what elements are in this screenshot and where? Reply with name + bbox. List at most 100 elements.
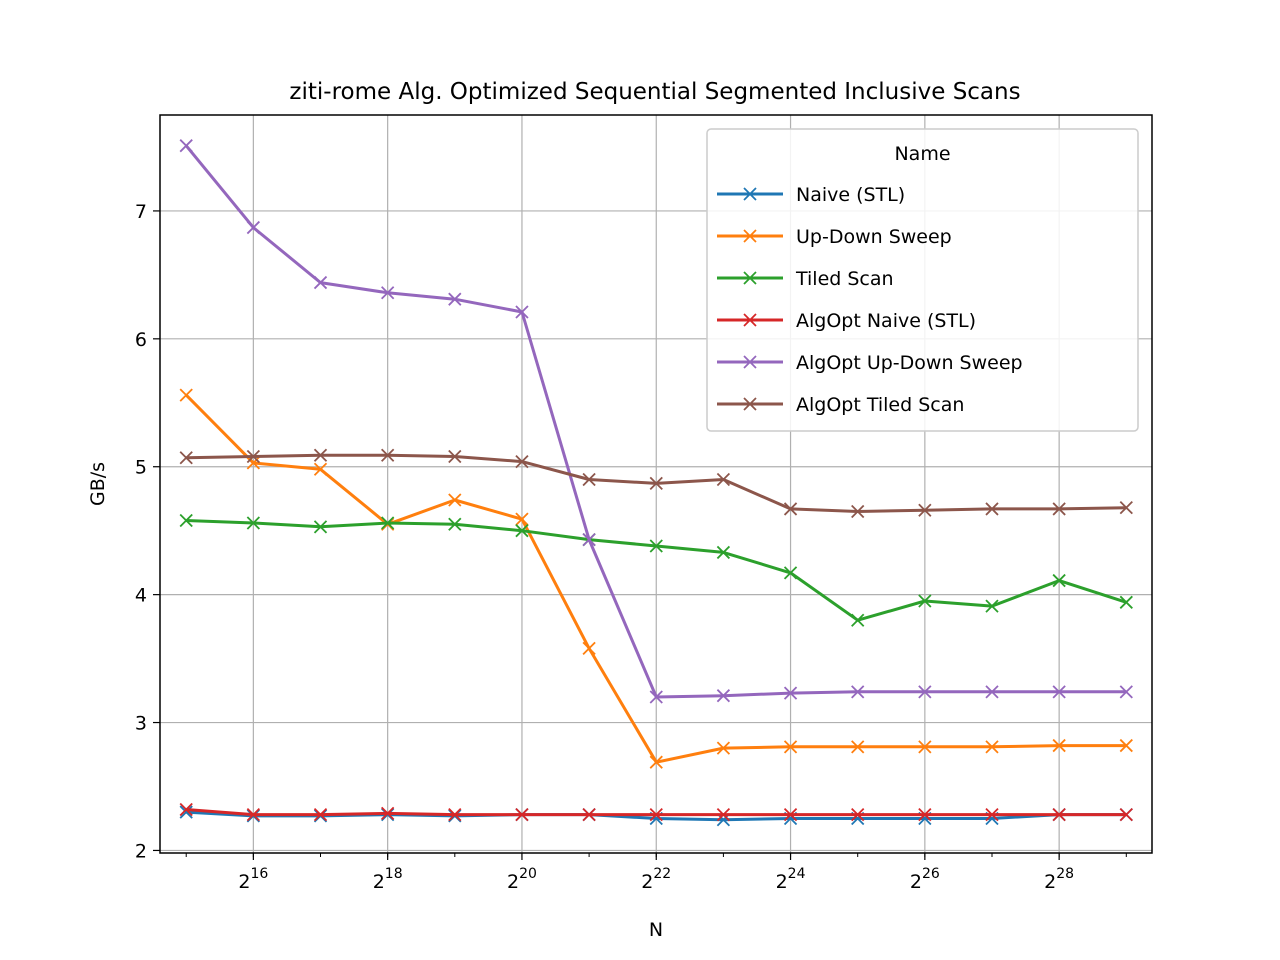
x-axis: 216 218 220 222 224 226 228 [185,853,1127,893]
series-algopt-up-down-sweep [179,139,1133,704]
y-tick-label: 5 [135,457,147,479]
legend-marker [743,229,757,243]
data-point [985,740,999,754]
data-point [179,805,193,819]
data-point [783,566,798,580]
legend-box [706,128,1139,432]
data-point [918,740,932,754]
data-point [1119,501,1133,515]
legend-marker [743,187,757,201]
x-tick-label: 216 [238,866,268,893]
data-point [246,456,260,470]
data-point [985,685,999,699]
y-tick-label: 6 [135,329,147,351]
legend-item: AlgOpt Tiled Scan [717,394,964,416]
data-point [985,599,999,613]
data-point [179,513,193,528]
data-point [179,388,193,402]
legend-marker [743,271,757,285]
legend-label: Naive (STL) [796,184,905,206]
data-point [918,594,932,608]
data-point [716,689,731,703]
data-point [851,685,865,699]
data-point [918,685,932,699]
data-point [649,807,663,822]
data-point [985,502,999,516]
data-point [582,472,596,487]
legend-label: AlgOpt Naive (STL) [796,310,976,332]
legend-marker [743,397,757,411]
legend: Name Naive (STL) Up-Down Sweep Tiled Scan Al… [706,128,1139,432]
grid [160,115,1152,853]
data-point [448,807,462,822]
y-tick-label: 4 [135,585,147,607]
legend-title: Name [894,143,950,165]
y-tick-label: 3 [135,713,147,735]
data-point [1052,573,1066,588]
data-point [582,641,596,655]
legend-item: Up-Down Sweep [717,226,952,248]
legend-marker [743,355,757,369]
data-point [313,807,328,822]
legend-item: AlgOpt Up-Down Sweep [717,352,1023,374]
data-point [313,520,328,534]
data-point [246,449,260,464]
data-point [246,516,260,530]
x-tick-label: 224 [776,866,806,893]
data-point [851,807,865,822]
data-point [783,807,798,822]
legend-label: Up-Down Sweep [796,226,952,248]
data-point [448,493,462,507]
data-point [313,448,328,462]
data-point [985,807,999,822]
data-point [649,476,663,490]
data-point [381,806,395,820]
data-point [1119,738,1133,753]
x-tick-label: 218 [373,866,403,893]
data-point [381,448,395,462]
x-axis-label: N [649,919,663,941]
data-point [783,740,798,754]
data-point [515,512,529,526]
data-point [515,305,529,319]
data-point [179,451,193,465]
x-tick-label: 226 [910,866,940,893]
legend-item: Tiled Scan [717,268,894,290]
y-tick-label: 2 [135,840,147,862]
data-point [1119,595,1133,609]
data-point [649,690,663,704]
data-point [716,807,731,822]
data-point [246,220,260,235]
chart-title: ziti-rome Alg. Optimized Sequential Segm… [289,79,1020,105]
data-point [313,462,328,476]
data-point [851,613,865,627]
data-point [246,807,260,822]
x-tick-label: 228 [1044,866,1074,893]
data-point [649,755,663,769]
data-point [448,292,462,306]
legend-marker [743,313,757,327]
data-point [1052,807,1066,822]
data-point [179,139,193,153]
data-point [851,740,865,754]
y-axis: 2 3 4 5 6 7 [135,201,160,862]
data-point [1052,685,1066,699]
data-point [716,545,731,560]
data-point [448,449,462,464]
series-algopt-tiled-scan [179,448,1133,519]
data-point [649,539,663,553]
data-point [381,516,395,530]
data-point [515,807,529,822]
data-point [179,802,193,817]
legend-label: AlgOpt Up-Down Sweep [796,352,1023,374]
series-algopt-naive-stl [179,802,1133,822]
y-axis-label: GB/s [87,462,109,506]
data-point [1119,685,1133,699]
legend-label: Tiled Scan [795,268,894,290]
data-point [783,502,798,516]
legend-item: Naive (STL) [717,184,905,206]
data-point [1052,738,1066,753]
data-point [582,807,596,822]
x-tick-label: 222 [641,866,671,893]
